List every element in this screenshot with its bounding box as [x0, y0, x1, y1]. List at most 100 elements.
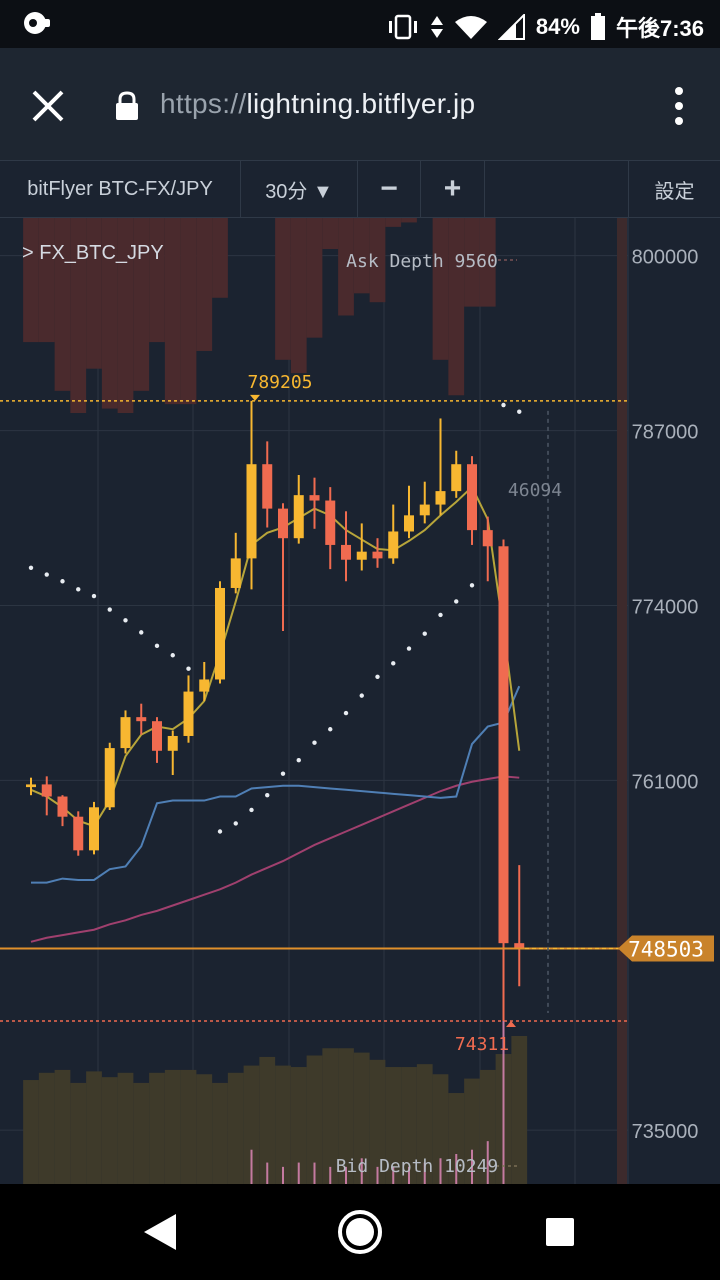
bid-depth-bar: [38, 1072, 55, 1184]
sar-dot: [517, 409, 522, 414]
price-chart[interactable]: 789205 74311 46094 Ask Depth 9560 Bid Depth …: [0, 218, 720, 1184]
price-markers: 789205 74311 46094 Ask Depth 9560 Bid Depth …: [0, 251, 628, 1177]
zoom-in-button[interactable]: +: [421, 161, 485, 217]
price-axis: 800000 787000 774000 761000 735000 748503: [618, 218, 720, 1184]
ask-depth-bar: [23, 218, 39, 343]
bid-depth-bar: [369, 1059, 386, 1184]
bid-depth-bar: [212, 1082, 228, 1184]
bid-depth-bar: [448, 1093, 465, 1184]
sar-dot: [44, 572, 49, 577]
ask-depth-bar: [117, 218, 134, 413]
ask-depth-bar: [432, 218, 449, 360]
parabolic-sar: [28, 402, 522, 834]
y-tick-label: 800000: [632, 247, 699, 269]
ask-depth-bar: [196, 218, 213, 351]
candle-body: [482, 530, 493, 547]
bid-depth-bar: [511, 1036, 528, 1184]
back-icon[interactable]: [136, 1208, 184, 1256]
high-arrow: [250, 394, 260, 401]
high-price-label: 789205: [247, 372, 312, 393]
ask-depth-bar: [54, 218, 71, 391]
wifi-icon: [454, 16, 487, 39]
sma-mid-line: [31, 685, 521, 884]
bid-depth-bar: [86, 1071, 102, 1184]
candle-body: [183, 691, 194, 736]
home-icon[interactable]: [336, 1208, 384, 1256]
data-arrows-icon: [430, 16, 443, 38]
bid-depth-bar: [164, 1069, 181, 1184]
market-selector[interactable]: bitFlyer BTC-FX/JPY: [0, 161, 241, 217]
y-tick-label: 774000: [632, 596, 699, 618]
chart-toolbar: bitFlyer BTC-FX/JPY 30分 ▼ − + 設定: [0, 160, 720, 218]
settings-button[interactable]: 設定: [628, 161, 720, 217]
address-field[interactable]: https://lightning.bitflyer.jp: [160, 88, 475, 120]
bid-depth-bar: [101, 1077, 118, 1184]
notification-icon: [24, 12, 50, 34]
sar-dot: [359, 693, 364, 698]
sar-dot: [343, 710, 349, 716]
sar-dot: [28, 565, 34, 571]
candle-body: [404, 515, 414, 532]
sar-dot: [154, 643, 160, 649]
candle-body: [104, 748, 115, 808]
sar-dot: [469, 583, 475, 588]
bid-depth-bar: [479, 1069, 496, 1184]
overflow-menu-icon[interactable]: [674, 86, 684, 126]
sar-dot: [107, 607, 112, 612]
bid-depth-bar: [432, 1074, 449, 1184]
ask-depth-bar: [70, 218, 87, 413]
sma-long-line: [30, 775, 520, 943]
bid-depth-bar: [464, 1078, 480, 1184]
bid-depth-bar: [70, 1082, 87, 1184]
moving-average-lines: [30, 485, 521, 943]
close-icon[interactable]: [30, 88, 66, 124]
ask-depth-bar: [133, 218, 150, 391]
sar-dot: [186, 666, 191, 671]
sar-dot: [296, 757, 301, 763]
ask-depth-bar: [338, 218, 354, 316]
candle-body: [199, 679, 210, 692]
sar-dot: [249, 807, 254, 813]
bid-depth-bar: [353, 1052, 370, 1184]
recents-icon[interactable]: [536, 1208, 584, 1256]
sar-dot: [280, 771, 286, 776]
ask-depth-bar: [290, 218, 307, 374]
bid-depth-bar: [243, 1065, 260, 1184]
bid-depth-bar: [416, 1064, 433, 1184]
bid-depth-bar: [401, 1067, 417, 1184]
sar-dot: [422, 631, 427, 636]
bid-depth-bar: [196, 1074, 213, 1184]
candle-body: [262, 464, 273, 509]
ask-depth-bar: [38, 218, 55, 343]
ask-depth-bar: [353, 218, 370, 294]
candle-body: [356, 551, 367, 560]
zoom-out-button[interactable]: −: [358, 161, 421, 217]
candle-body: [309, 495, 320, 501]
ask-depth-bar: [369, 218, 386, 303]
bid-depth-bar: [290, 1067, 307, 1184]
bid-depth-bar: [54, 1069, 71, 1184]
ask-depth-bar: [86, 218, 102, 369]
ask-depth-bar: [180, 218, 197, 405]
url-scheme: https://: [160, 88, 247, 119]
y-tick-label: 787000: [632, 422, 699, 444]
url-host: lightning.bitflyer.jp: [246, 88, 476, 119]
browser-toolbar: https://lightning.bitflyer.jp: [0, 48, 720, 160]
candle-body: [167, 735, 178, 751]
ask-depth-bar: [385, 218, 402, 227]
depth-bars: [23, 218, 627, 1184]
interval-selector[interactable]: 30分 ▼: [241, 161, 358, 217]
bid-depth-bar: [338, 1048, 354, 1184]
candle-body: [215, 587, 225, 680]
market-label: bitFlyer BTC-FX/JPY: [27, 177, 213, 200]
ask-depth-bar: [479, 218, 496, 307]
low-arrow: [506, 1021, 516, 1028]
axis-background: [628, 218, 720, 1184]
ask-depth-bar: [306, 218, 323, 338]
sar-dot: [438, 612, 443, 618]
battery-icon: [590, 13, 605, 40]
current-price-tag: [618, 935, 714, 962]
sar-dot: [501, 402, 506, 408]
ask-depth-bar: [401, 218, 417, 223]
symbol-label: > FX_BTC_JPY: [22, 242, 164, 264]
